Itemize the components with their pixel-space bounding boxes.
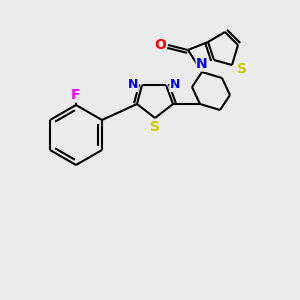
Text: N: N — [170, 79, 180, 92]
Text: O: O — [154, 38, 166, 52]
Text: N: N — [196, 57, 208, 71]
Text: F: F — [71, 88, 81, 102]
Text: S: S — [237, 62, 247, 76]
Text: N: N — [128, 79, 138, 92]
Text: S: S — [150, 120, 160, 134]
